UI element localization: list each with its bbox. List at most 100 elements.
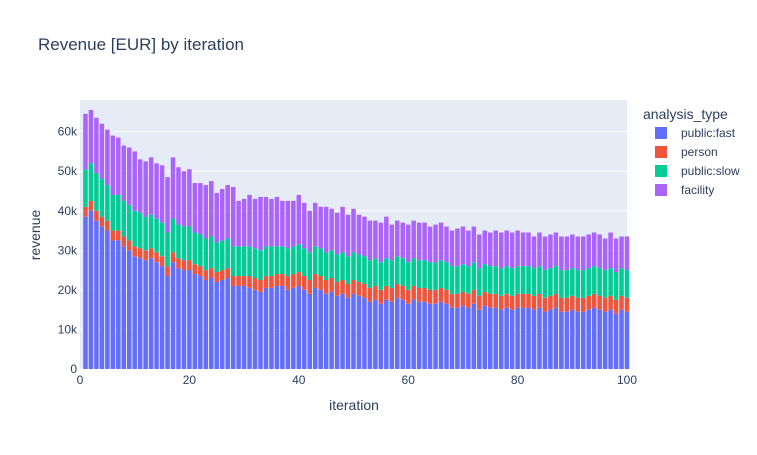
- bar-public-slow: [296, 244, 302, 273]
- x-tick-label: 20: [183, 373, 197, 387]
- bar-public-slow: [460, 264, 466, 292]
- legend-item[interactable]: public:fast: [655, 126, 736, 140]
- bar-person: [367, 287, 373, 302]
- bar-public-fast: [482, 305, 488, 369]
- bar-facility: [192, 183, 198, 233]
- legend: analysis_type public:fast person public:sl…: [643, 106, 740, 197]
- bar-person: [542, 297, 548, 312]
- bar-public-slow: [581, 270, 586, 298]
- bar-facility: [384, 216, 389, 259]
- bar-public-fast: [291, 287, 296, 369]
- bar-public-slow: [241, 246, 247, 277]
- bar-public-fast: [198, 276, 203, 369]
- bar-person: [258, 279, 263, 292]
- bar-public-fast: [94, 220, 99, 369]
- bar-facility: [373, 220, 378, 259]
- bar-public-slow: [444, 262, 449, 290]
- bar-person: [137, 248, 143, 259]
- bar-public-slow: [225, 238, 230, 269]
- bar-public-fast: [427, 303, 433, 369]
- bar-public-fast: [83, 216, 88, 369]
- bar-facility: [187, 169, 192, 227]
- bar-public-fast: [143, 260, 148, 369]
- bar-public-slow: [564, 270, 570, 298]
- bar-public-slow: [285, 248, 291, 277]
- bar-facility: [389, 224, 395, 261]
- legend-item[interactable]: facility: [655, 183, 714, 197]
- bar-facility: [548, 234, 553, 269]
- bar-public-slow: [247, 246, 252, 277]
- bar-person: [236, 276, 241, 286]
- bar-public-fast: [597, 309, 602, 369]
- bar-public-slow: [624, 270, 630, 298]
- y-tick-label: 40k: [58, 204, 78, 218]
- bar-facility: [471, 226, 477, 263]
- bar-public-fast: [416, 301, 422, 369]
- bar-public-slow: [504, 266, 509, 294]
- bar-person: [356, 281, 362, 296]
- bar-person: [378, 289, 384, 304]
- bar-person: [302, 276, 307, 290]
- bar-facility: [608, 232, 613, 269]
- bar-facility: [154, 163, 159, 219]
- bar-person: [285, 276, 291, 290]
- legend-item[interactable]: person: [655, 145, 718, 159]
- bar-public-slow: [400, 258, 405, 286]
- bar-public-slow: [121, 200, 127, 237]
- bar-person: [351, 279, 356, 294]
- bar-public-slow: [334, 254, 340, 282]
- bar-person: [274, 274, 280, 286]
- bar-person: [526, 293, 531, 308]
- bar-facility: [444, 226, 449, 263]
- bar-person: [581, 297, 586, 312]
- bar-facility: [570, 234, 575, 269]
- bar-person: [395, 283, 400, 298]
- bar-public-fast: [340, 293, 345, 369]
- bar-public-fast: [148, 258, 154, 369]
- bar-public-fast: [126, 250, 132, 369]
- bar-public-slow: [482, 264, 488, 292]
- bar-person: [416, 287, 422, 302]
- bar-person: [176, 258, 181, 269]
- bar-public-slow: [405, 262, 411, 290]
- bar-person: [482, 291, 488, 306]
- bar-public-slow: [373, 258, 378, 286]
- bar-facility: [345, 214, 351, 257]
- bar-person: [247, 276, 252, 288]
- bar-facility: [280, 200, 285, 247]
- bar-public-fast: [247, 287, 252, 369]
- bar-public-slow: [433, 262, 438, 290]
- bar-public-fast: [241, 285, 247, 369]
- bar-person: [312, 274, 318, 288]
- bar-person: [230, 276, 236, 286]
- bar-public-slow: [291, 246, 296, 275]
- bar-public-fast: [302, 289, 307, 369]
- bar-facility: [137, 159, 143, 213]
- bar-public-fast: [411, 299, 416, 369]
- bar-facility: [405, 224, 411, 263]
- bar-public-fast: [110, 240, 116, 369]
- bar-facility: [427, 226, 433, 263]
- y-tick-label: 30k: [58, 243, 78, 257]
- bar-public-slow: [553, 266, 559, 294]
- bar-person: [570, 295, 575, 310]
- legend-item[interactable]: public:slow: [655, 164, 740, 178]
- bar-public-slow: [203, 238, 209, 271]
- bar-public-fast: [269, 287, 274, 369]
- bar-public-slow: [471, 262, 477, 290]
- bar-facility: [203, 185, 209, 239]
- bar-person: [553, 293, 559, 308]
- bar-public-fast: [422, 301, 427, 369]
- bar-public-fast: [159, 266, 165, 369]
- bar-facility: [110, 135, 116, 195]
- bar-public-fast: [624, 311, 630, 369]
- bar-public-slow: [537, 266, 542, 294]
- bar-public-slow: [236, 246, 241, 277]
- bar-person: [99, 216, 105, 227]
- bar-public-fast: [252, 289, 258, 369]
- bar-facility: [537, 232, 542, 267]
- bar-public-fast: [471, 303, 477, 369]
- bar-public-fast: [209, 278, 214, 369]
- bar-person: [520, 293, 526, 308]
- bar-public-slow: [362, 256, 367, 284]
